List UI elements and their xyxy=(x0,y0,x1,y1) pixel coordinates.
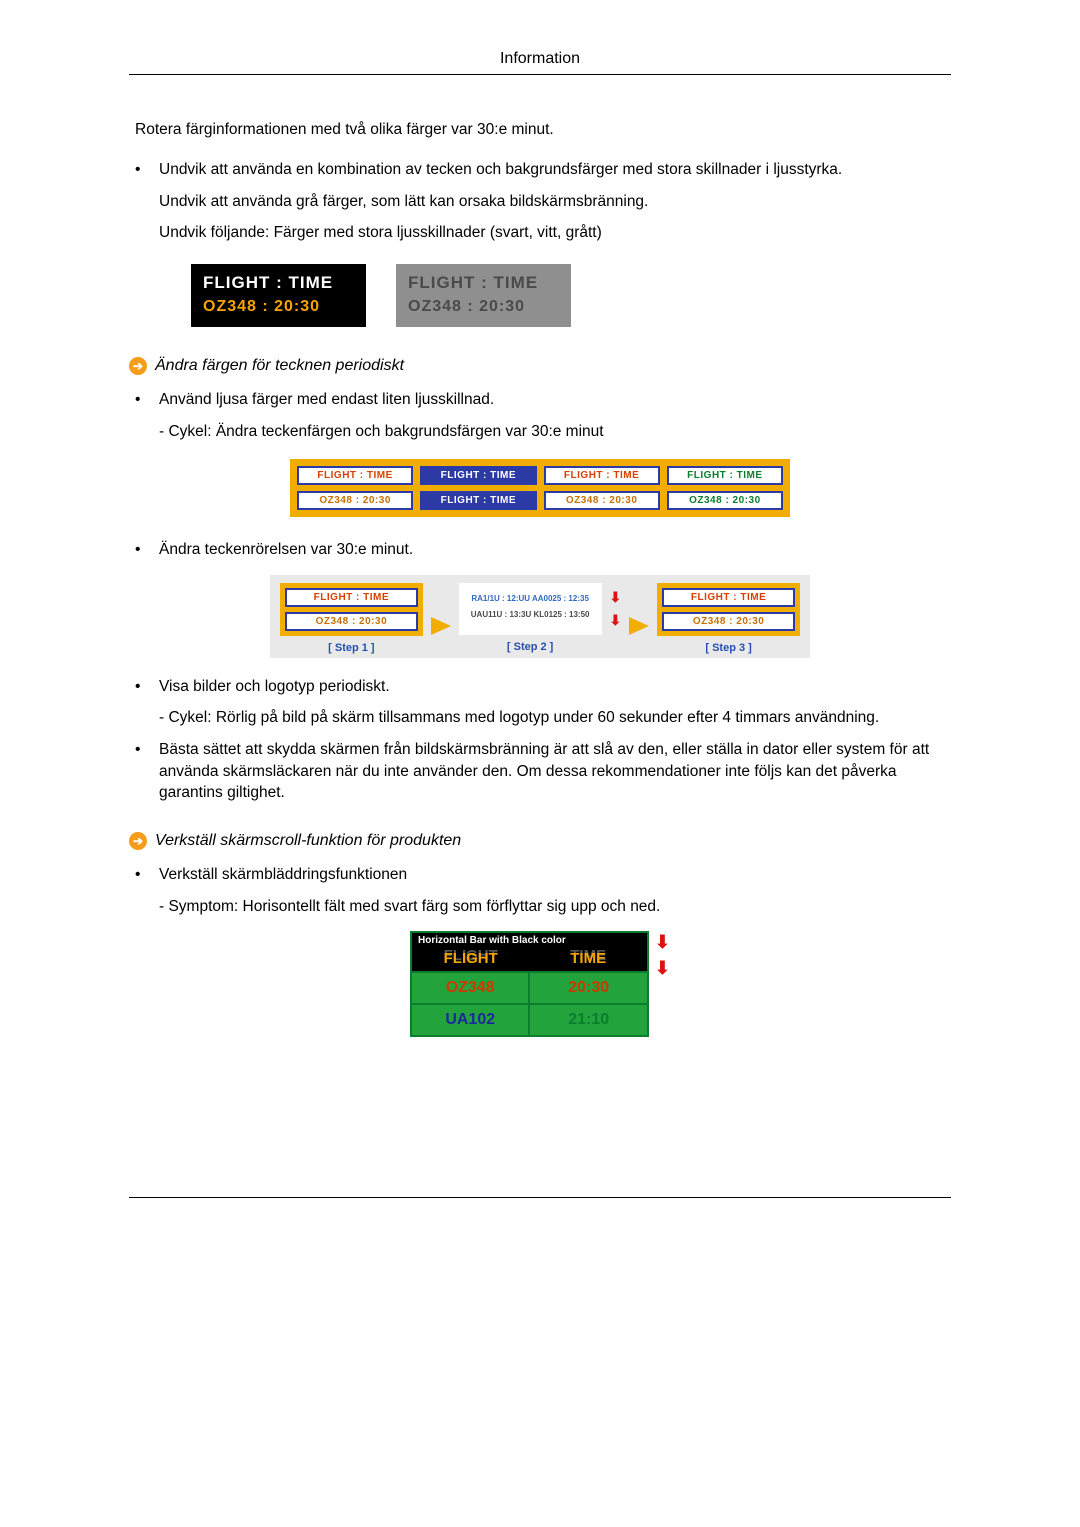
data-row: OZ348 20:30 xyxy=(412,971,647,1003)
arrow-down-icon: ⬇ xyxy=(655,933,670,951)
mini-tile: OZ348 : 20:30 xyxy=(544,491,660,510)
section-heading: ➔ Ändra färgen för tecknen periodiskt xyxy=(129,357,951,375)
data-cell: OZ348 xyxy=(412,973,530,1003)
step-caption: [ Step 2 ] xyxy=(507,641,553,653)
pseudo-text: UAU11U : 13:3U KL0125 : 13:50 xyxy=(464,608,597,620)
figure-color-cycle: FLIGHT : TIME OZ348 : 20:30 FLIGHT : TIM… xyxy=(290,459,790,517)
bullet-marker: • xyxy=(135,389,159,442)
arrow-stack: ⬇ ⬇ xyxy=(610,589,622,629)
mini-tile: OZ348 : 20:30 xyxy=(667,491,783,510)
arrow-circle-icon: ➔ xyxy=(129,357,147,375)
section-title: Ändra färgen för tecknen periodiskt xyxy=(155,357,404,375)
bullet-item: • Bästa sättet att skydda skärmen från b… xyxy=(135,739,951,804)
tile-column: FLIGHT : TIME FLIGHT : TIME xyxy=(420,466,536,510)
arrow-down-icon: ⬇ xyxy=(610,612,622,629)
bullet-item: • Visa bilder och logotyp periodiskt. - … xyxy=(135,676,951,729)
bullet-subtext: - Cykel: Rörlig på bild på skärm tillsam… xyxy=(159,707,951,729)
arrow-down-icon: ⬇ xyxy=(655,959,670,977)
arrow-right-icon xyxy=(431,617,451,635)
header-cell: TIME xyxy=(529,948,646,971)
bullet-text: Bästa sättet att skydda skärmen från bil… xyxy=(159,739,951,804)
display-box-black: FLIGHT : TIME OZ348 : 20:30 xyxy=(191,264,366,328)
arrow-down-icon: ⬇ xyxy=(610,589,622,606)
mini-tile: OZ348 : 20:30 xyxy=(285,612,418,631)
data-cell: 20:30 xyxy=(530,973,646,1003)
bullet-marker: • xyxy=(135,676,159,729)
scroll-panel: Horizontal Bar with Black color FLIGHT T… xyxy=(410,931,649,1037)
arrow-circle-icon: ➔ xyxy=(129,832,147,850)
header-row: FLIGHT TIME xyxy=(412,948,647,971)
display-line: OZ348 : 20:30 xyxy=(203,295,354,319)
figure-scroll: Horizontal Bar with Black color FLIGHT T… xyxy=(410,931,670,1037)
data-cell: 21:10 xyxy=(530,1005,646,1035)
figure-movement-steps: FLIGHT : TIME OZ348 : 20:30 [ Step 1 ] R… xyxy=(270,575,810,658)
display-line: FLIGHT : TIME xyxy=(408,270,559,296)
step-caption: [ Step 3 ] xyxy=(705,642,751,654)
step-column: FLIGHT : TIME OZ348 : 20:30 [ Step 3 ] xyxy=(657,583,800,654)
bullet-item: • Använd ljusa färger med endast liten l… xyxy=(135,389,951,442)
section-title: Verkställ skärmscroll-funktion för produ… xyxy=(155,832,461,850)
tile-column: FLIGHT : TIME OZ348 : 20:30 xyxy=(297,466,413,510)
mini-tile: FLIGHT : TIME xyxy=(544,466,660,485)
mini-tile: FLIGHT : TIME xyxy=(420,466,536,485)
step-caption: [ Step 1 ] xyxy=(328,642,374,654)
data-cell: UA102 xyxy=(412,1005,530,1035)
intro-text: Rotera färginformationen med två olika f… xyxy=(135,120,951,141)
step-column: RA1/1U : 12:UU AA0025 : 12:35 UAU11U : 1… xyxy=(459,583,602,653)
arrow-stack: ⬇ ⬇ xyxy=(655,931,670,977)
step-panel: RA1/1U : 12:UU AA0025 : 12:35 UAU11U : 1… xyxy=(459,583,602,635)
mini-tile: FLIGHT : TIME xyxy=(420,491,536,510)
step-column: FLIGHT : TIME OZ348 : 20:30 [ Step 1 ] xyxy=(280,583,423,654)
data-row: UA102 21:10 xyxy=(412,1003,647,1035)
bullet-text: Visa bilder och logotyp periodiskt. xyxy=(159,676,951,698)
display-box-grey: FLIGHT : TIME OZ348 : 20:30 xyxy=(396,264,571,328)
bullet-text: Använd ljusa färger med endast liten lju… xyxy=(159,389,951,411)
figure-flight-colors: FLIGHT : TIME OZ348 : 20:30 FLIGHT : TIM… xyxy=(191,264,951,328)
step-panel: FLIGHT : TIME OZ348 : 20:30 xyxy=(280,583,423,636)
pseudo-text: RA1/1U : 12:UU AA0025 : 12:35 xyxy=(464,588,597,604)
mini-tile: FLIGHT : TIME xyxy=(297,466,413,485)
bullet-item: • Undvik att använda en kombination av t… xyxy=(135,159,951,244)
bullet-item: • Verkställ skärmbläddringsfunktionen - … xyxy=(135,864,951,917)
mini-tile: FLIGHT : TIME xyxy=(667,466,783,485)
section-heading: ➔ Verkställ skärmscroll-funktion för pro… xyxy=(129,832,951,850)
tile-column: FLIGHT : TIME OZ348 : 20:30 xyxy=(667,466,783,510)
step-panel: FLIGHT : TIME OZ348 : 20:30 xyxy=(657,583,800,636)
display-line: OZ348 : 20:30 xyxy=(408,295,559,319)
bullet-subtext: - Cykel: Ändra teckenfärgen och bakgrund… xyxy=(159,421,951,443)
bullet-text: Ändra teckenrörelsen var 30:e minut. xyxy=(159,539,951,561)
bullet-marker: • xyxy=(135,864,159,917)
tile-column: FLIGHT : TIME OZ348 : 20:30 xyxy=(544,466,660,510)
mini-tile: OZ348 : 20:30 xyxy=(662,612,795,631)
bullet-text: Undvik att använda grå färger, som lätt … xyxy=(159,191,951,213)
bullet-text: Verkställ skärmbläddringsfunktionen xyxy=(159,864,951,886)
bullet-marker: • xyxy=(135,539,159,561)
mini-tile: FLIGHT : TIME xyxy=(285,588,418,607)
bar-label: Horizontal Bar with Black color xyxy=(412,933,647,948)
mini-tile: OZ348 : 20:30 xyxy=(297,491,413,510)
bullet-text: Undvik följande: Färger med stora ljussk… xyxy=(159,222,951,244)
bullet-marker: • xyxy=(135,739,159,804)
bullet-subtext: - Symptom: Horisontellt fält med svart f… xyxy=(159,896,951,918)
arrow-right-icon xyxy=(629,617,649,635)
bullet-item: • Ändra teckenrörelsen var 30:e minut. xyxy=(135,539,951,561)
header-cell: FLIGHT xyxy=(412,948,529,971)
page-header: Information xyxy=(129,50,951,75)
bullet-marker: • xyxy=(135,159,159,244)
bullet-text: Undvik att använda en kombination av tec… xyxy=(159,159,951,181)
display-line: FLIGHT : TIME xyxy=(203,270,354,296)
mini-tile: FLIGHT : TIME xyxy=(662,588,795,607)
footer-rule xyxy=(129,1197,951,1198)
